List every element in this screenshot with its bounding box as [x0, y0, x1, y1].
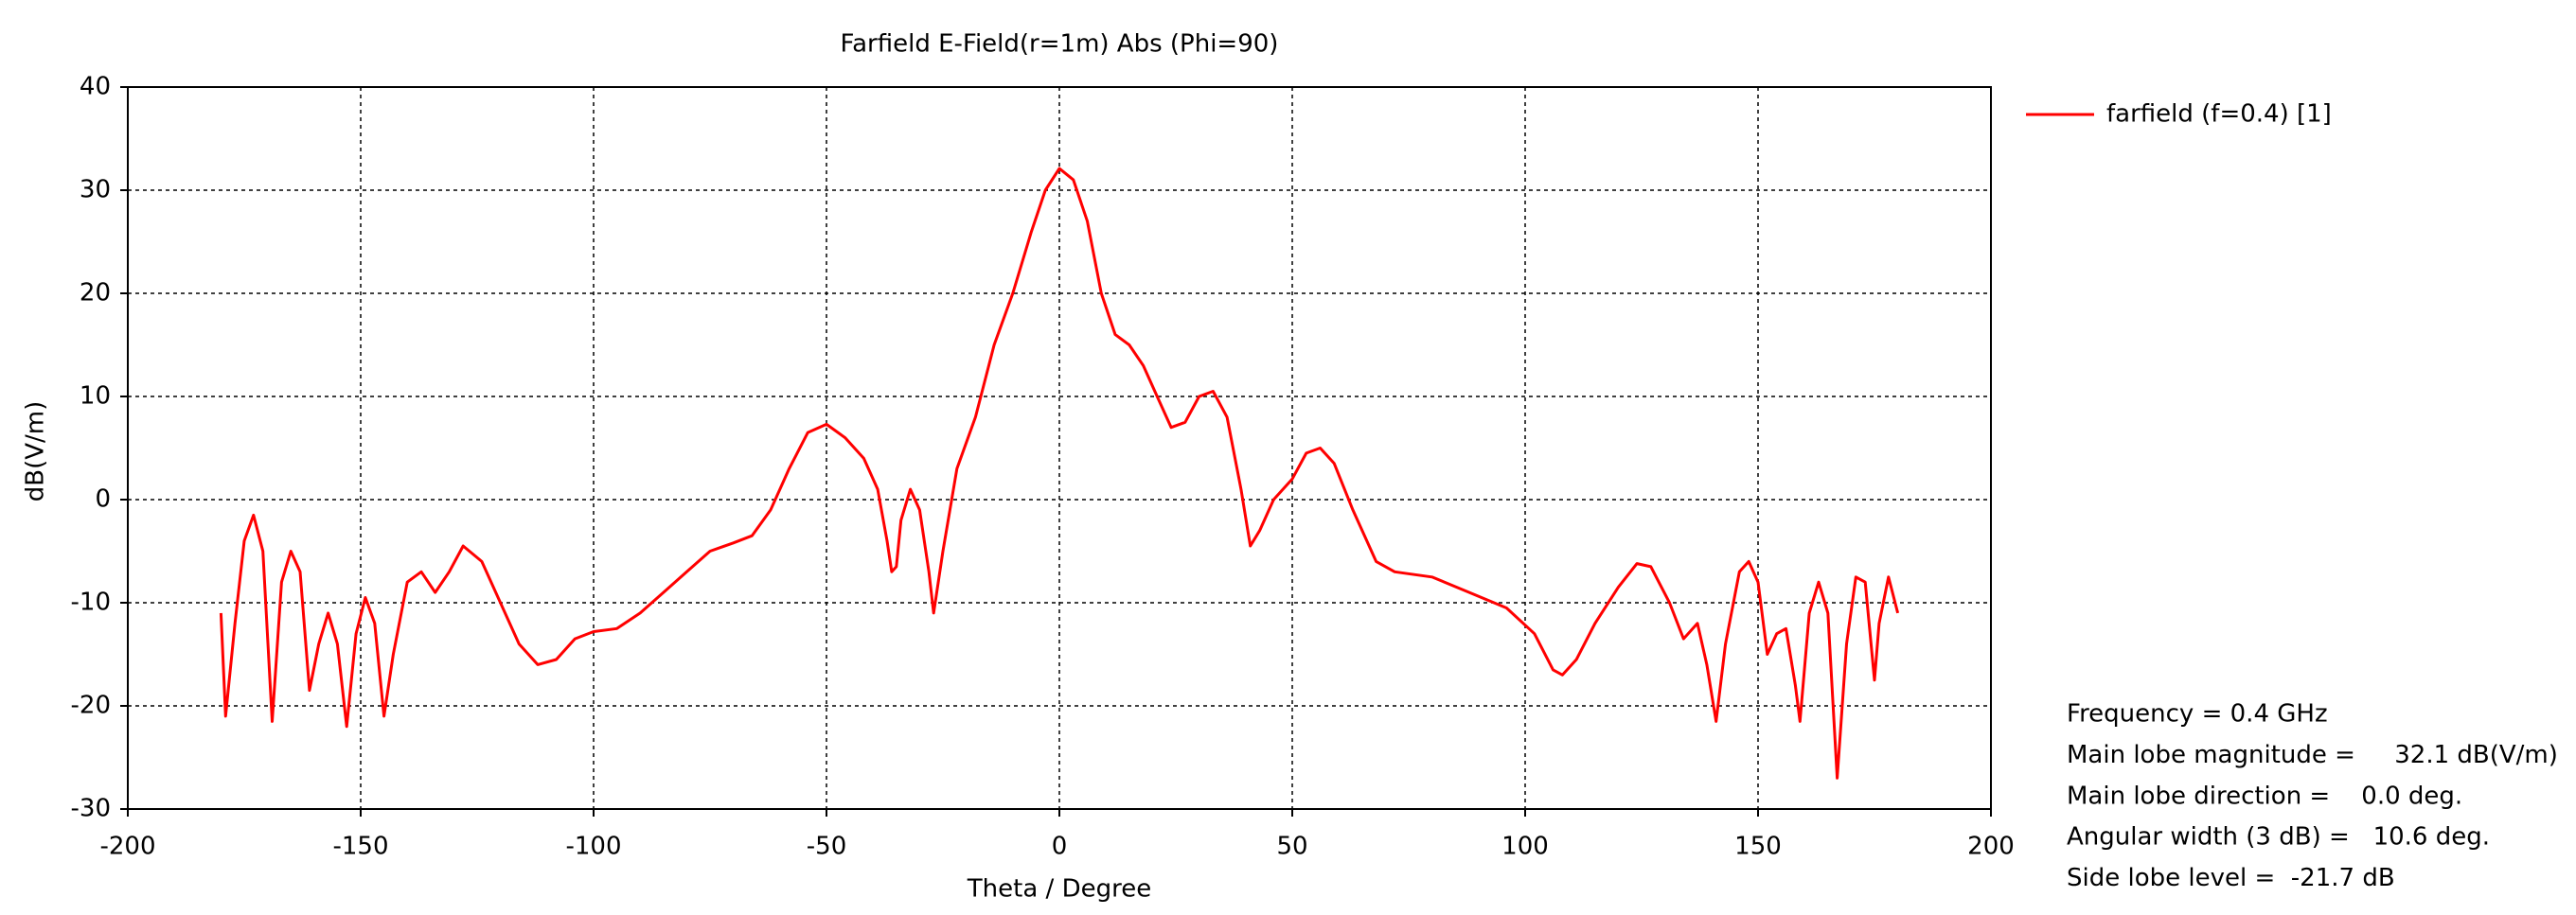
x-tick-label: 0 [1052, 833, 1068, 861]
plot-frame [127, 86, 1992, 810]
x-tick-label: -200 [99, 833, 155, 861]
info-text: Main lobe direction = 0.0 deg. [2067, 782, 2462, 810]
x-tick-label: 200 [1967, 833, 2015, 861]
y-tick-label: 10 [80, 382, 111, 411]
info-text: Angular width (3 dB) = 10.6 deg. [2067, 823, 2490, 852]
series-line [219, 167, 1900, 780]
x-tick-label: -150 [332, 833, 388, 861]
y-axis-label: dB(V/m) [22, 401, 50, 502]
x-tick-label: 50 [1276, 833, 1307, 861]
y-tick-label: 40 [80, 73, 111, 101]
x-tick-label: 100 [1501, 833, 1549, 861]
y-tick-label: -30 [71, 795, 111, 823]
legend-label: farfield (f=0.4) [1] [2106, 100, 2332, 129]
x-tick-label: -100 [565, 833, 621, 861]
info-text: Side lobe level = -21.7 dB [2067, 864, 2395, 892]
y-tick-label: -20 [71, 692, 111, 720]
y-tick-label: 0 [95, 485, 111, 514]
x-tick-label: 150 [1734, 833, 1782, 861]
info-text: Frequency = 0.4 GHz [2067, 700, 2328, 729]
info-text: Main lobe magnitude = 32.1 dB(V/m) [2067, 741, 2558, 769]
y-tick-label: -10 [71, 589, 111, 617]
x-axis-label: Theta / Degree [967, 875, 1151, 904]
y-tick-label: 20 [80, 279, 111, 308]
chart-title: Farfield E-Field(r=1m) Abs (Phi=90) [841, 30, 1279, 59]
x-tick-label: -50 [807, 833, 846, 861]
y-tick-label: 30 [80, 176, 111, 204]
